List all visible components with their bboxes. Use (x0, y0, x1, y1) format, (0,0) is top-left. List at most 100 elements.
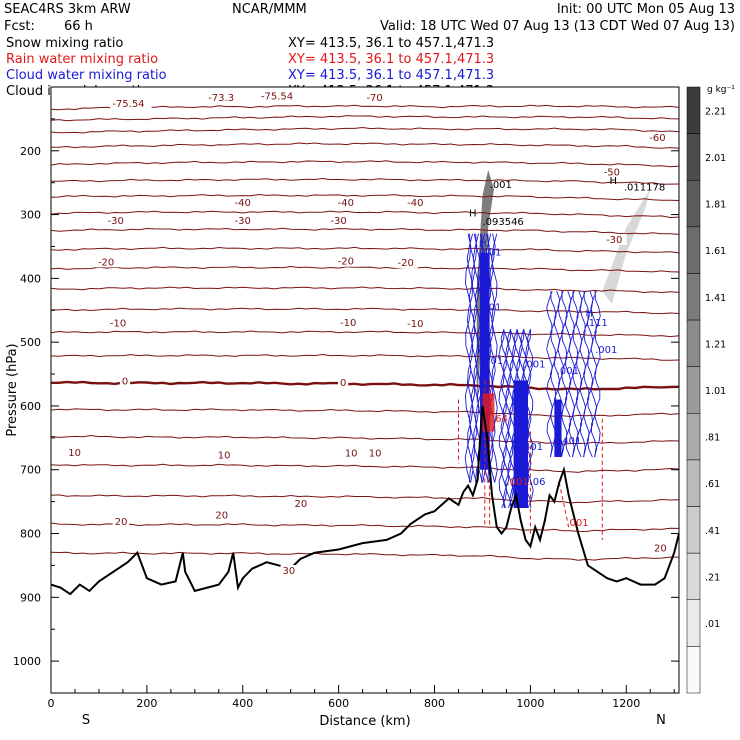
cloud-water-contour (594, 291, 601, 458)
contour-label-bg (292, 498, 309, 510)
y-tick-label: 800 (20, 528, 41, 541)
colorbar-swatch (686, 413, 701, 461)
contour-label-bg (105, 214, 129, 226)
contour-label-bg (395, 256, 419, 268)
contour-label: 20 (215, 511, 228, 522)
cloud-water-contour (472, 233, 480, 483)
contour-label: 10 (345, 449, 358, 460)
contour-label: -20 (398, 258, 414, 269)
cloud-water-label: H (586, 309, 594, 320)
colorbar-unit: g kg⁻¹ (707, 85, 735, 95)
y-axis-label: Pressure (hPa) (5, 343, 20, 436)
colorbar-label: 1.01 (705, 386, 726, 397)
snow-label: .001 (490, 180, 512, 191)
cloud-water-core (513, 380, 528, 509)
y-tick-label: 600 (20, 400, 41, 413)
contour-label: -73.3 (208, 93, 234, 104)
fcst-value: 66 h (64, 19, 93, 34)
cloud-water-contour (527, 329, 534, 509)
colorbar-swatch (686, 273, 701, 321)
contour-label: -30 (330, 216, 346, 227)
colorbar-swatch (686, 646, 701, 694)
temperature-contour--40 (51, 210, 679, 219)
y-tick-label: 200 (20, 145, 41, 158)
cloud-water-contour (575, 290, 583, 458)
cloud-water-contour (489, 233, 496, 483)
rain-water-core (482, 393, 495, 432)
contour-label: 0 (340, 378, 346, 389)
colorbar-swatch (686, 459, 701, 507)
contour-label: -30 (108, 216, 124, 227)
contour-label: -10 (110, 319, 126, 330)
colorbar-label: 2.21 (705, 106, 726, 117)
contour-label: -10 (407, 319, 423, 330)
snow-label: .093546 (482, 217, 523, 228)
contour-label-bg (232, 214, 256, 226)
y-tick-label: 300 (20, 209, 41, 222)
contour-label-bg (258, 90, 301, 102)
cloud-water-contour (546, 290, 553, 458)
cloud-water-contour (491, 233, 498, 483)
colorbar-swatch (686, 366, 701, 414)
cloud-water-label: .001 (523, 360, 545, 371)
cloud-water-label: .001 (557, 366, 579, 377)
cloud-water-label: 1.06 (523, 477, 545, 488)
contour-label-bg (342, 447, 360, 459)
contour-label-bg (280, 565, 297, 577)
fcst-label: Fcst: (4, 19, 35, 34)
colorbar-swatch (686, 506, 701, 554)
colorbar-label: 1.81 (705, 200, 726, 211)
contour-label-bg (647, 131, 670, 143)
x-tick-label: 0 (48, 697, 55, 710)
field-name-1: Rain water mixing ratio (6, 52, 158, 67)
contour-label-bg (213, 509, 230, 521)
colorbar: 2.21 2.01 1.81 1.61 1.41 1.21 1.01 .81 .61 .41 .21… (686, 86, 726, 694)
contour-label: -60 (649, 133, 665, 144)
cloud-water-label: .401 (521, 442, 543, 453)
endpoint-left-label: S (82, 713, 90, 728)
contour-label-bg (335, 197, 359, 209)
contour-label-bg (215, 449, 233, 461)
contour-label-bg (405, 197, 428, 209)
contour-label: 10 (68, 448, 81, 459)
contour-label: -20 (338, 257, 354, 268)
contour-label: 10 (218, 451, 231, 462)
contour-label: 20 (115, 517, 128, 528)
field-name-0: Snow mixing ratio (6, 36, 123, 51)
contour-label-bg (364, 91, 387, 103)
rain-water-label: .001 (506, 477, 528, 488)
x-tick-label: 1200 (612, 697, 640, 710)
rain-water-contours (458, 380, 603, 540)
temperature-contour--5 (51, 353, 679, 361)
contour-label-bg (107, 317, 131, 329)
temperature-contour--65 (51, 126, 679, 134)
snow-label: H (609, 176, 617, 187)
contour-label: -20 (98, 257, 114, 268)
contour-label-bg (366, 447, 384, 459)
contour-label-bg (95, 256, 119, 268)
contour-label: 20 (294, 499, 307, 510)
contour-labels: -75.54 -73.3 -75.54 -70 -60 -50 -40 -40 -40 -30 -3… (66, 90, 670, 577)
temperature-contour--60 (51, 142, 679, 149)
cloud-water-label: .111 (586, 318, 608, 329)
contour-label-bg (328, 214, 352, 226)
contour-label: -40 (235, 198, 251, 209)
temperature-contour-25 (51, 522, 679, 533)
temperature-contour-10 (51, 434, 679, 445)
colorbar-label: 2.01 (705, 153, 726, 164)
contour-label: 20 (654, 544, 667, 555)
colorbar-label: 1.61 (705, 246, 726, 257)
y-tick-label: 900 (20, 591, 41, 604)
contour-label-bg (405, 318, 428, 330)
temperature-contour-5 (51, 408, 679, 418)
contour-label: -75.54 (112, 99, 144, 110)
cloud-water-contour (583, 291, 590, 458)
terrain-line (51, 405, 679, 596)
center-label: NCAR/MMM (232, 2, 307, 17)
cloud-water-contour (579, 290, 587, 458)
temperature-contour-0 (51, 380, 679, 391)
cloud-water-label: .401 (559, 436, 581, 447)
temperature-contour--25 (51, 265, 679, 273)
cloud-water-contour (466, 233, 474, 483)
